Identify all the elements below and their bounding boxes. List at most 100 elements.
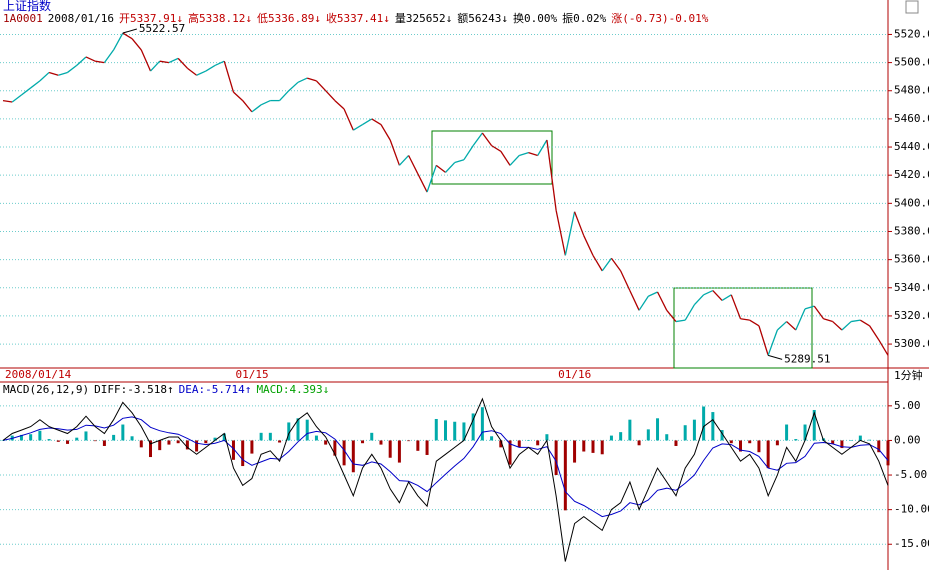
price-segment (776, 321, 788, 331)
leader-line (768, 354, 783, 360)
macd-bar (812, 409, 816, 441)
price-segment (408, 155, 419, 175)
macd-bar (268, 432, 272, 441)
price-segment (786, 321, 797, 331)
y-tick-label: 5460.00 (894, 112, 929, 125)
macd-bar (305, 419, 309, 441)
low-label: 5289.51 (784, 352, 830, 365)
y-tick-label: 5520.00 (894, 27, 929, 40)
macd-bar (471, 413, 475, 441)
price-segment (528, 152, 538, 157)
macd-bar (858, 435, 862, 441)
x-tick-label: 2008/01/14 (5, 368, 72, 381)
macd-bar (75, 437, 79, 441)
macd-bar (158, 440, 162, 451)
macd-bar (785, 424, 789, 441)
macd-bar (582, 440, 586, 452)
price-segment (334, 100, 345, 110)
macd-bar (665, 434, 669, 441)
macd-bar (480, 407, 484, 441)
window-icon[interactable] (905, 0, 919, 14)
macd-bar (416, 440, 420, 451)
macd-bar (29, 434, 33, 441)
macd-bar (241, 440, 245, 467)
macd-bar (139, 440, 143, 448)
price-segment (841, 321, 852, 331)
macd-bar (47, 439, 51, 441)
y-tick-label: 5500.00 (894, 56, 929, 69)
macd-bar (868, 439, 872, 441)
diff-line (2, 397, 889, 562)
macd-bar (702, 406, 706, 441)
price-segment (177, 57, 188, 69)
macd-bar (149, 440, 152, 458)
macd-bar (739, 440, 742, 452)
header-item: 涨(-0.73)-0.01% (611, 12, 709, 25)
price-segment (703, 290, 714, 296)
price-segment (454, 159, 465, 164)
macd-bar (130, 436, 134, 441)
price-segment (491, 145, 502, 152)
price-segment (684, 304, 695, 321)
price-segment (426, 165, 437, 193)
y-tick-label: 5400.00 (894, 196, 929, 209)
price-segment (435, 164, 446, 173)
macd-bar (886, 440, 890, 466)
macd-bar (19, 434, 23, 441)
macd-bar (397, 440, 401, 463)
y-tick-label: 5380.00 (894, 224, 929, 237)
macd-bar (453, 421, 457, 441)
macd-bar (757, 440, 761, 453)
macd-bar (692, 419, 696, 441)
macd-bar (573, 440, 577, 463)
price-segment (233, 91, 244, 102)
macd-bar (333, 440, 337, 456)
price-segment (168, 57, 179, 64)
macd-bar (683, 425, 687, 441)
y-tick-label: 0.00 (894, 433, 921, 446)
y-tick-label: 5420.00 (894, 168, 929, 181)
macd-bar (877, 440, 881, 453)
price-segment (140, 49, 152, 72)
macd-bar (711, 412, 715, 441)
macd-bar (794, 439, 798, 441)
y-tick-label: 5440.00 (894, 140, 929, 153)
price-segment (675, 319, 686, 323)
price-segment (122, 32, 133, 40)
price-segment (519, 152, 529, 157)
macd-bar (545, 434, 549, 441)
macd-bar (840, 440, 844, 449)
y-tick-label: 5300.00 (894, 337, 929, 350)
macd-bar (831, 440, 835, 444)
macd-bar (38, 430, 42, 441)
period-label: 1分钟 (894, 368, 923, 382)
price-segment (343, 108, 354, 131)
macd-bar (729, 440, 733, 444)
macd-bar (296, 418, 300, 441)
header-item: 换0.00% (513, 12, 558, 25)
macd-bar (167, 440, 171, 445)
price-segment (352, 123, 363, 131)
macd-bar (112, 434, 116, 441)
price-segment (610, 257, 622, 272)
macd-bar (803, 424, 807, 441)
macd-bar (93, 440, 97, 442)
price-segment (113, 32, 124, 51)
macd-bar (508, 440, 512, 465)
price-segment (620, 270, 631, 291)
price-segment (445, 162, 456, 173)
price-segment (39, 71, 50, 82)
macd-bar (278, 440, 282, 443)
price-segment (832, 321, 843, 331)
highlight-box (673, 287, 813, 369)
y-tick-label: 5360.00 (894, 253, 929, 266)
price-segment (573, 211, 585, 236)
header-item: 低5336.89↓ (256, 12, 321, 25)
price-segment (150, 60, 161, 72)
header-item: 量325652↓ (394, 12, 453, 25)
macd-bar (379, 440, 383, 445)
price-segment (214, 60, 225, 66)
